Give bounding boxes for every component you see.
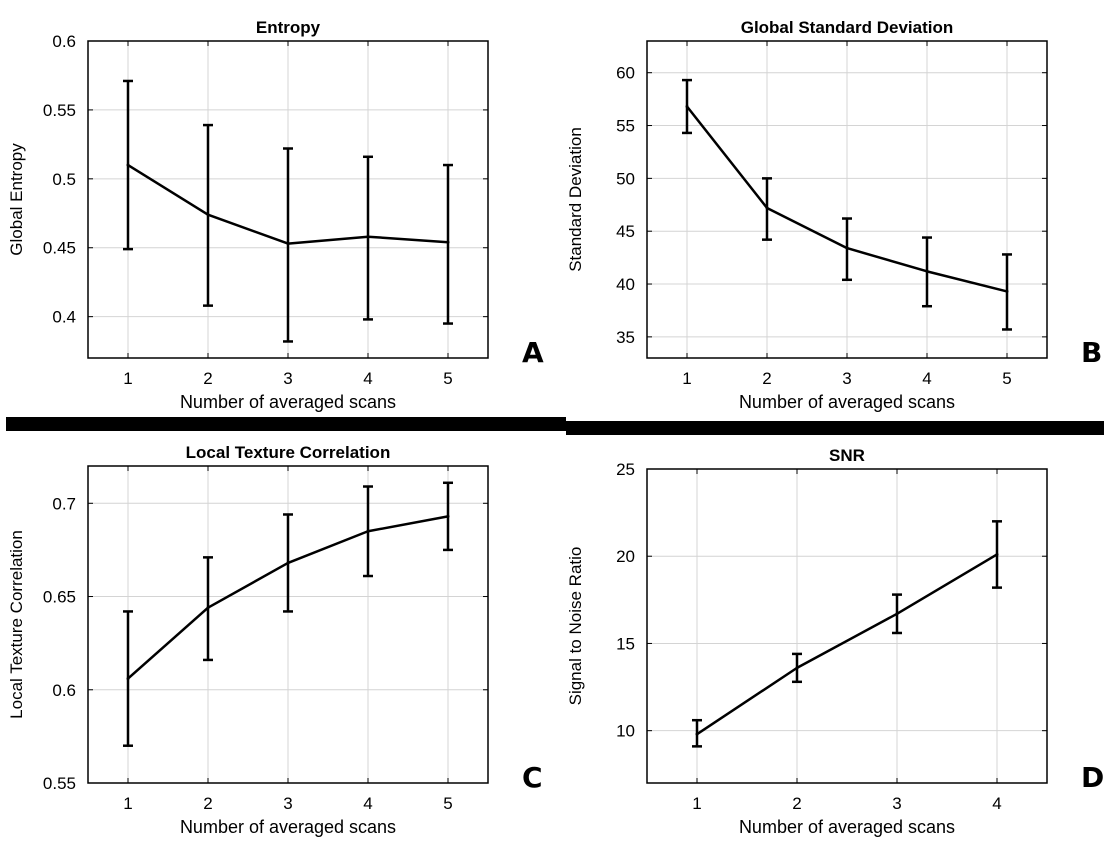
x-tick-label: 2 [203, 794, 212, 813]
data-point [206, 606, 210, 610]
y-tick-label: 0.55 [43, 101, 76, 120]
chart-title: SNR [829, 446, 865, 465]
panel-letter: A [522, 336, 544, 369]
data-point [695, 732, 699, 736]
y-tick-label: 20 [616, 547, 635, 566]
data-point [366, 235, 370, 239]
y-tick-label: 40 [616, 275, 635, 294]
chart-panel-a: 1 2 3 4 5 0.4 0.45 0.5 0.55 0.6 Entropy Number of a… [7, 18, 544, 412]
x-tick-label: 2 [203, 369, 212, 388]
y-tick-label: 0.6 [52, 32, 76, 51]
panel-divider-left [6, 417, 566, 431]
x-tick-label: 5 [443, 794, 452, 813]
y-tick-label: 35 [616, 328, 635, 347]
y-tick-label: 0.4 [52, 308, 76, 327]
x-tick-label: 2 [762, 369, 771, 388]
chart-title: Local Texture Correlation [186, 443, 391, 462]
data-point [126, 677, 130, 681]
series-line [696, 553, 998, 736]
x-tick-label: 4 [992, 794, 1001, 813]
y-axis-label: Local Texture Correlation [7, 530, 26, 719]
chart-panel-d: 1 2 3 4 10 15 20 25 SNR Number of averaged scans S… [566, 446, 1104, 837]
chart-title: Entropy [256, 18, 321, 37]
y-tick-label: 50 [616, 169, 635, 188]
x-tick-label: 3 [283, 369, 292, 388]
panel-letter: D [1081, 761, 1104, 794]
y-tick-label: 60 [616, 64, 635, 83]
data-point [845, 246, 849, 250]
x-tick-label: 2 [792, 794, 801, 813]
x-tick-label: 4 [363, 369, 372, 388]
x-tick-label: 3 [283, 794, 292, 813]
data-point [446, 514, 450, 518]
data-point [286, 561, 290, 565]
data-point [685, 105, 689, 109]
x-tick-label: 5 [443, 369, 452, 388]
y-tick-label: 45 [616, 222, 635, 241]
data-point [795, 666, 799, 670]
y-tick-label: 0.6 [52, 681, 76, 700]
y-axis-label: Global Entropy [7, 143, 26, 256]
x-tick-label: 5 [1002, 369, 1011, 388]
data-point [286, 242, 290, 246]
data-point [206, 213, 210, 217]
x-tick-label: 1 [682, 369, 691, 388]
data-point [995, 552, 999, 556]
panel-divider-right [566, 421, 1104, 435]
y-tick-label: 0.7 [52, 494, 76, 513]
y-tick-label: 55 [616, 117, 635, 136]
chart-title: Global Standard Deviation [741, 18, 954, 37]
x-tick-label: 1 [123, 794, 132, 813]
x-axis-label: Number of averaged scans [180, 392, 396, 412]
x-tick-label: 3 [892, 794, 901, 813]
y-tick-label: 15 [616, 634, 635, 653]
x-axis-label: Number of averaged scans [180, 817, 396, 837]
data-point [446, 240, 450, 244]
x-tick-label: 4 [363, 794, 372, 813]
panel-letter: B [1081, 336, 1102, 369]
y-tick-label: 0.55 [43, 774, 76, 793]
x-axis-label: Number of averaged scans [739, 392, 955, 412]
x-tick-label: 4 [922, 369, 931, 388]
y-tick-label: 0.5 [52, 170, 76, 189]
panel-letter: C [522, 761, 543, 794]
y-tick-label: 10 [616, 722, 635, 741]
x-tick-label: 1 [692, 794, 701, 813]
data-point [1005, 289, 1009, 293]
y-axis-label: Standard Deviation [566, 127, 585, 272]
x-axis-label: Number of averaged scans [739, 817, 955, 837]
y-tick-label: 0.65 [43, 588, 76, 607]
data-point [126, 163, 130, 167]
data-point [925, 269, 929, 273]
error-bar [443, 163, 453, 325]
data-point [765, 206, 769, 210]
x-tick-label: 1 [123, 369, 132, 388]
data-point [895, 612, 899, 616]
plot-frame [646, 468, 1048, 784]
y-axis-label: Signal to Noise Ratio [566, 547, 585, 706]
y-tick-label: 0.45 [43, 239, 76, 258]
data-point [366, 529, 370, 533]
chart-panel-c: 1 2 3 4 5 0.55 0.6 0.65 0.7 Local Texture Correla… [7, 443, 543, 837]
x-tick-label: 3 [842, 369, 851, 388]
y-tick-label: 25 [616, 460, 635, 479]
